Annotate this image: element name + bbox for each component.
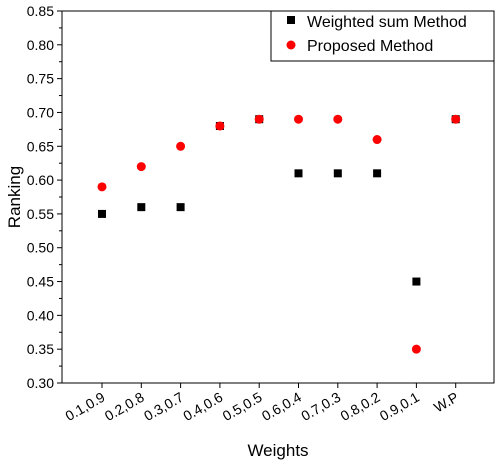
y-tick-label: 0.65 <box>27 138 54 154</box>
plot-frame <box>61 10 495 384</box>
point-weighted-sum <box>176 203 185 212</box>
point-proposed <box>136 162 146 172</box>
x-tick-label: 0.2,0.8 <box>102 389 147 424</box>
legend: Weighted sum Method Proposed Method <box>270 10 495 62</box>
x-tick-label: 0.3,0.7 <box>141 389 186 424</box>
y-tick-label: 0.55 <box>27 206 54 222</box>
point-proposed <box>294 114 303 124</box>
point-weighted-sum <box>98 209 106 218</box>
x-tick-label: 0.8,0.2 <box>338 389 383 424</box>
y-tick-label: 0.35 <box>27 341 54 357</box>
y-tick-label: 0.40 <box>27 307 54 323</box>
y-axis-title: Ranking <box>5 166 24 228</box>
y-tick-label: 0.45 <box>27 274 54 290</box>
x-tick-label: 0.5,0.5 <box>220 389 265 424</box>
point-weighted-sum <box>294 169 303 178</box>
point-proposed <box>372 135 382 145</box>
y-tick-label: 0.30 <box>27 375 54 391</box>
legend-box <box>270 10 495 62</box>
x-axis-ticks: 0.1,0.90.2,0.80.3,0.70.4,0.60.5,0.50.6,0… <box>62 383 461 424</box>
y-tick-label: 0.75 <box>27 71 54 87</box>
point-weighted-sum <box>333 169 342 178</box>
y-axis-ticks: 0.30 0.35 0.40 0.45 0.50 0.55 0.60 0.65 0.70 0.75… <box>27 3 62 391</box>
legend-label-weighted-sum: Weighted sum Method <box>307 14 467 31</box>
legend-marker-proposed <box>286 40 296 50</box>
x-tick-label: 0.9,0.1 <box>377 389 422 424</box>
point-proposed <box>97 182 107 192</box>
point-weighted-sum <box>412 277 421 286</box>
y-tick-label: 0.60 <box>27 172 54 188</box>
legend-label-proposed: Proposed Method <box>307 38 433 55</box>
point-weighted-sum <box>373 169 382 178</box>
legend-marker-weighted-sum <box>287 16 295 24</box>
x-tick-label: 0.7,0.3 <box>298 389 343 424</box>
point-proposed <box>215 121 225 131</box>
y-tick-label: 0.80 <box>27 37 54 53</box>
point-proposed <box>451 114 461 124</box>
x-tick-label: 0.4,0.6 <box>180 389 225 424</box>
y-tick-label: 0.50 <box>27 240 54 256</box>
x-tick-label: 0.6,0.4 <box>259 389 304 424</box>
y-tick-label: 0.85 <box>27 3 54 19</box>
point-proposed <box>254 114 264 124</box>
point-proposed <box>333 114 343 124</box>
x-axis-title: Weights <box>247 441 308 460</box>
x-tick-label: W.P <box>431 389 461 416</box>
y-tick-label: 0.70 <box>27 104 54 120</box>
point-weighted-sum <box>137 203 146 212</box>
data-points <box>97 114 461 354</box>
x-tick-label: 0.1,0.9 <box>62 389 107 424</box>
point-proposed <box>176 141 186 151</box>
point-proposed <box>411 344 421 354</box>
